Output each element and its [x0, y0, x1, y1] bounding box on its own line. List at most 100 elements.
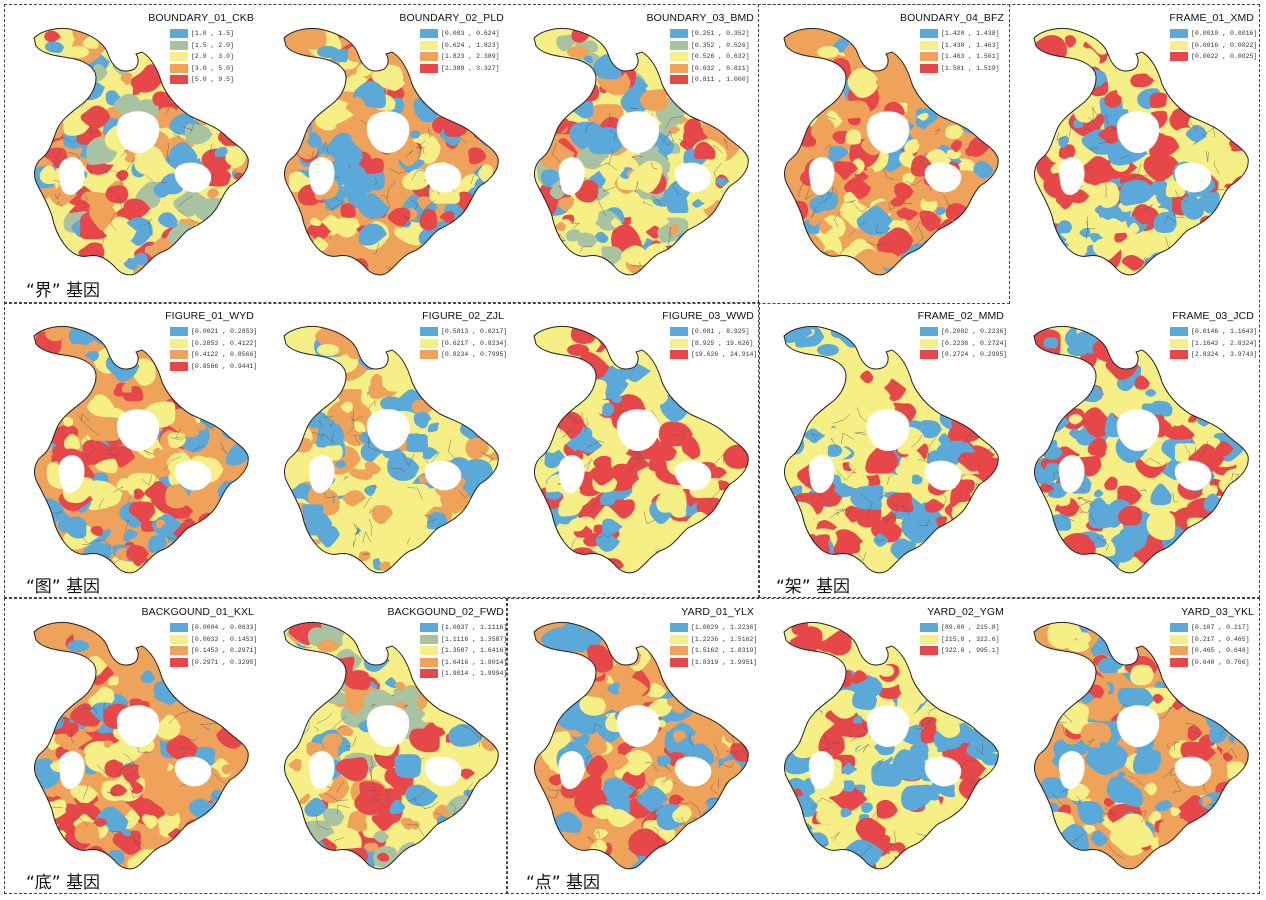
value-patch: [1073, 100, 1101, 123]
value-patch: [583, 55, 594, 64]
district-boundary: [943, 194, 951, 207]
district-boundary: [54, 192, 61, 200]
district-boundary: [594, 830, 601, 838]
district-boundary: [63, 136, 80, 144]
value-patch: [677, 848, 699, 864]
district-boundary: [703, 259, 716, 274]
panel-title: BACKGOUND_02_FWD: [387, 606, 504, 618]
value-patch: [230, 545, 249, 566]
no-data-area: [808, 157, 835, 196]
value-patch: [1117, 771, 1126, 779]
district-boundary: [84, 436, 95, 460]
value-patch: [917, 112, 929, 121]
value-patch: [1130, 73, 1149, 88]
district-boundary: [831, 832, 840, 841]
district-boundary: [918, 519, 930, 527]
value-patch: [732, 559, 748, 572]
legend-entry: [0.632 , 0.811]: [670, 63, 750, 74]
value-patch: [861, 802, 873, 814]
value-patch: [880, 665, 895, 677]
district-boundary: [586, 444, 593, 448]
province-outline: [283, 325, 499, 574]
value-patch: [224, 482, 243, 501]
value-patch: [692, 800, 709, 814]
value-patch: [794, 231, 804, 240]
value-patch: [44, 30, 61, 43]
value-patch: [439, 210, 455, 224]
legend-entry: [0.0022 , 0.0025]: [1170, 51, 1257, 62]
district-boundary: [832, 414, 851, 424]
value-patch: [215, 709, 228, 720]
value-patch: [70, 785, 99, 804]
district-boundary: [968, 220, 977, 227]
district-boundary: [585, 122, 594, 134]
district-boundary: [713, 452, 725, 466]
province-outline: [33, 621, 249, 870]
value-patch: [369, 697, 385, 709]
value-patch: [443, 538, 468, 560]
legend-swatch: [170, 40, 188, 50]
value-patch: [429, 238, 445, 252]
value-patch: [482, 229, 492, 239]
district-boundary: [231, 550, 236, 555]
district-boundary: [90, 125, 98, 134]
legend-label: [1.823 , 2.389]: [441, 53, 500, 60]
value-patch: [200, 525, 223, 540]
value-patch: [201, 520, 213, 531]
map-panel: BOUNDARY_04_BFZ [1.420 , 1.438] [1.438 , 1…: [762, 8, 1010, 294]
legend-entry: [0.6217 , 0.8234]: [420, 338, 507, 349]
legend-entry: [0.8234 , 0.7995]: [420, 349, 507, 360]
value-patch: [790, 547, 803, 559]
district-boundary: [856, 551, 867, 562]
district-boundary: [413, 789, 426, 809]
district-boundary: [439, 841, 446, 854]
value-patch: [589, 466, 618, 486]
value-patch: [442, 260, 463, 274]
district-boundary: [1192, 732, 1201, 741]
value-patch: [924, 498, 945, 513]
district-boundary: [366, 778, 377, 791]
district-boundary: [220, 442, 227, 454]
district-boundary: [368, 400, 376, 410]
value-patch: [196, 234, 221, 254]
value-patch: [457, 542, 481, 562]
value-patch: [368, 383, 390, 399]
value-patch: [669, 239, 703, 259]
value-patch: [166, 735, 199, 761]
value-patch: [121, 828, 131, 837]
legend-swatch: [170, 52, 188, 61]
district-boundary: [956, 556, 968, 569]
legend-label: [0.0016 , 0.0022]: [1191, 41, 1258, 49]
legend-swatch: [420, 657, 438, 667]
legend-entry: [0.0016 , 0.0022]: [1170, 40, 1257, 51]
province-outline: [283, 621, 499, 870]
district-boundary: [227, 794, 236, 805]
legend-label: [0.003 , 0.624]: [441, 30, 500, 37]
district-boundary: [371, 755, 373, 768]
legend-swatch: [670, 52, 688, 61]
value-patch: [588, 126, 626, 155]
value-patch: [840, 780, 855, 792]
value-patch: [1117, 687, 1155, 710]
background-group-label: “底” 基因: [26, 873, 101, 893]
value-patch: [916, 128, 948, 154]
value-patch: [1079, 228, 1091, 238]
district-boundary: [170, 435, 187, 441]
district-boundary: [1171, 207, 1186, 219]
district-boundary: [374, 177, 378, 187]
value-patch: [82, 35, 99, 49]
legend-entry: [2.8324 , 3.9743]: [1170, 349, 1257, 360]
district-boundary: [973, 842, 976, 851]
value-patch: [631, 479, 648, 493]
northern-patch: [567, 344, 589, 356]
district-boundary: [75, 188, 84, 195]
value-patch: [880, 790, 892, 800]
value-patch: [128, 501, 156, 524]
district-boundary: [319, 419, 323, 427]
value-patch: [193, 223, 214, 241]
value-patch: [418, 475, 428, 484]
no-data-area: [674, 756, 712, 787]
district-boundary: [1106, 842, 1125, 859]
legend-entry: [0.251 , 0.352]: [670, 28, 750, 39]
legend-label: [1.438 , 1.463]: [941, 41, 1000, 49]
